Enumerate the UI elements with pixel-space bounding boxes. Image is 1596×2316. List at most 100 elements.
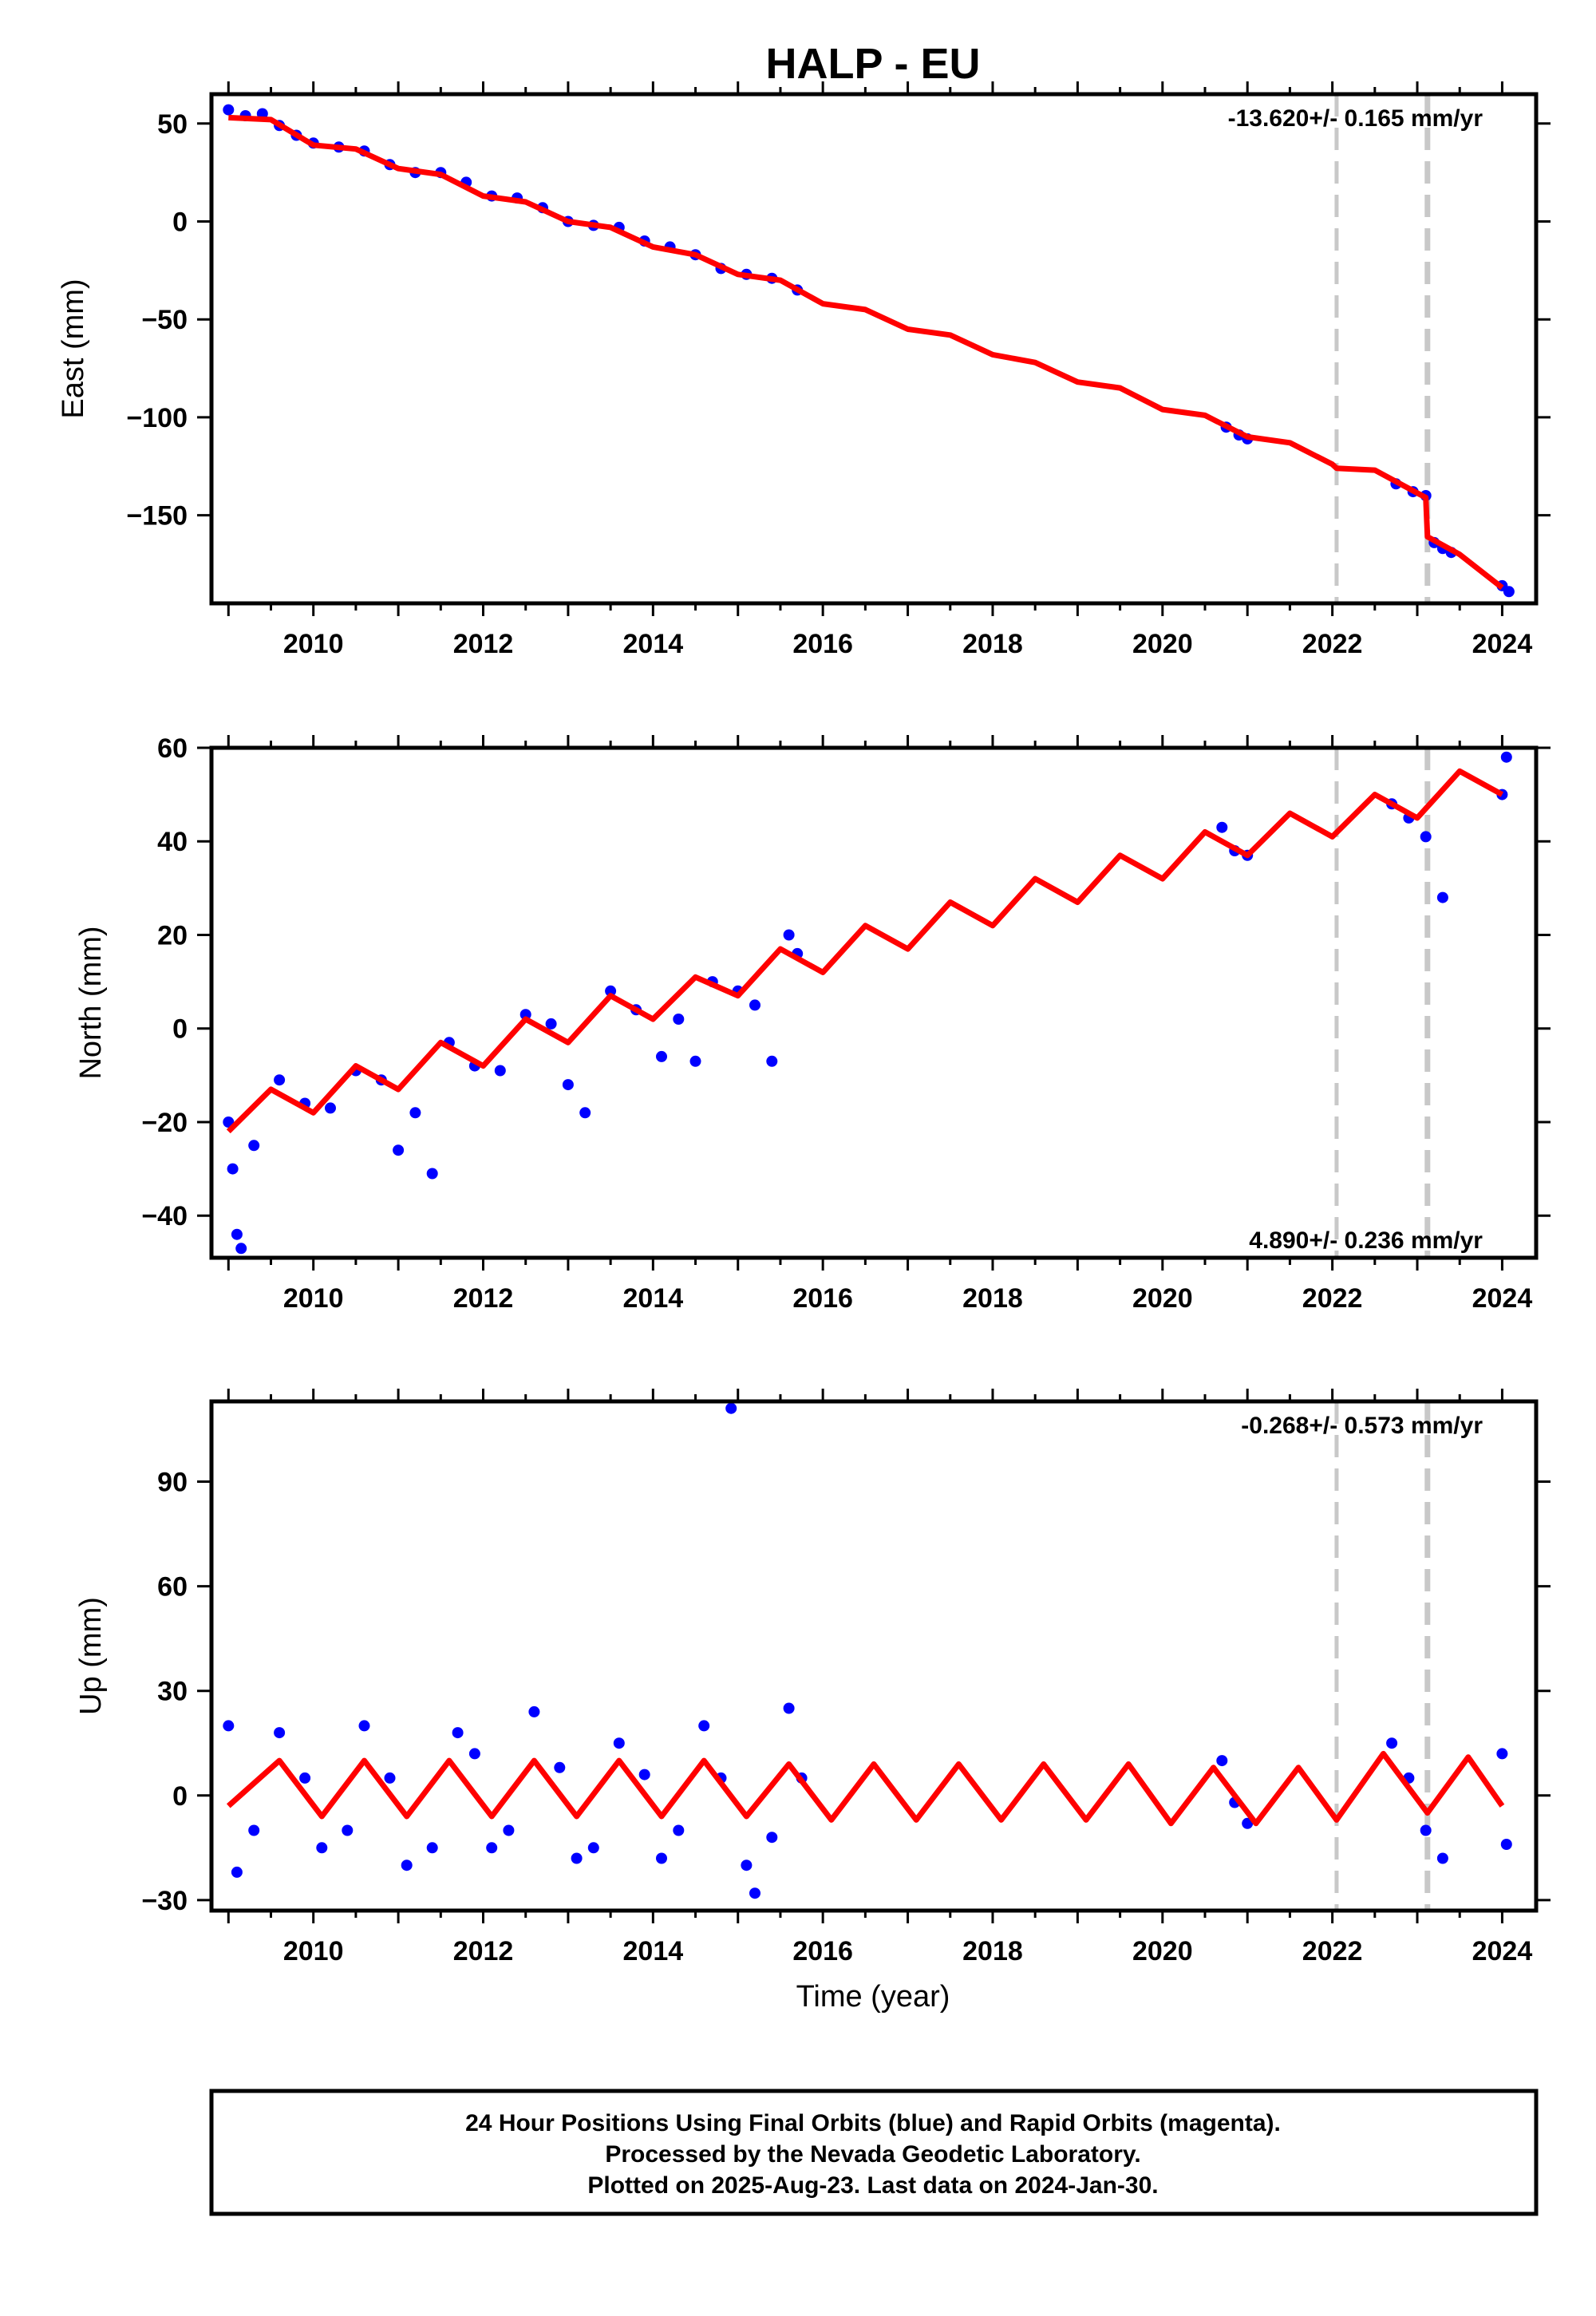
x-tick-label: 2014: [623, 629, 684, 659]
x-tick-label: 2024: [1472, 1283, 1533, 1314]
up-observation-point: [316, 1842, 328, 1854]
north-rate-annotation: 4.890+/- 0.236 mm/yr: [1249, 1227, 1483, 1254]
north-y-axis-label: North (mm): [74, 926, 108, 1079]
up-observation-point: [426, 1842, 438, 1854]
north-observation-point: [562, 1079, 574, 1091]
y-tick-label: −50: [141, 305, 188, 335]
up-observation-point: [223, 1720, 235, 1732]
east-series: [223, 104, 1515, 598]
north-observation-point: [235, 1243, 247, 1255]
y-tick-label: −40: [141, 1201, 188, 1231]
x-tick-label: 2014: [623, 1936, 684, 1966]
up-y-axis-label: Up (mm): [74, 1597, 108, 1715]
north-observation-point: [274, 1074, 286, 1086]
x-tick-label: 2016: [792, 629, 853, 659]
y-tick-label: 30: [157, 1677, 188, 1707]
plot-frame: [209, 92, 1539, 606]
up-observation-point: [741, 1860, 753, 1871]
up-model-line: [226, 1750, 1505, 1827]
y-tick-label: 60: [157, 1572, 188, 1603]
x-tick-label: 2022: [1302, 1283, 1363, 1314]
up-observation-point: [554, 1761, 566, 1773]
up-observation-point: [613, 1737, 625, 1749]
x-axis-label: Time (year): [796, 1980, 950, 2014]
y-tick-label: −150: [126, 501, 188, 532]
y-tick-label: 50: [157, 109, 188, 140]
x-tick-label: 2016: [792, 1936, 853, 1966]
up-observation-point: [656, 1852, 667, 1864]
footer-line-1: 24 Hour Positions Using Final Orbits (bl…: [465, 2110, 1281, 2136]
plot-frame: [209, 745, 1539, 1260]
north-observation-point: [1216, 821, 1228, 833]
x-tick-label: 2016: [792, 1283, 853, 1314]
up-observation-point: [698, 1720, 710, 1732]
x-tick-label: 2012: [453, 629, 514, 659]
north-observation-point: [579, 1107, 591, 1119]
north-observation-point: [673, 1014, 685, 1025]
plot-frame: [209, 1399, 1539, 1913]
up-observation-point: [452, 1727, 464, 1739]
up-observation-point: [1496, 1748, 1508, 1760]
x-tick-label: 2020: [1132, 629, 1193, 659]
up-observation-point: [528, 1705, 540, 1717]
y-tick-label: 0: [172, 207, 188, 238]
up-observation-point: [783, 1702, 795, 1714]
east-model-line: [228, 114, 1504, 591]
footer-line-2: Processed by the Nevada Geodetic Laborat…: [605, 2141, 1140, 2168]
x-tick-label: 2012: [453, 1936, 514, 1966]
north-observation-point: [519, 1009, 531, 1021]
up-observation-point: [248, 1824, 260, 1836]
up-observation-point: [358, 1720, 370, 1732]
up-observation-point: [1242, 1817, 1254, 1829]
chart-title: HALP - EU: [765, 40, 980, 88]
x-tick-label: 2010: [283, 629, 344, 659]
up-observation-point: [749, 1887, 760, 1899]
y-tick-label: −100: [126, 403, 188, 433]
up-observation-point: [274, 1727, 286, 1739]
east-observation-point: [223, 104, 235, 116]
up-series: [223, 1402, 1512, 1899]
y-tick-label: 0: [172, 1014, 188, 1045]
up-observation-point: [468, 1748, 480, 1760]
north-model-line: [226, 768, 1504, 1134]
up-observation-point: [1436, 1852, 1448, 1864]
x-tick-label: 2022: [1302, 629, 1363, 659]
x-tick-label: 2012: [453, 1283, 514, 1314]
up-observation-point: [1420, 1824, 1432, 1836]
up-observation-point: [1386, 1737, 1398, 1749]
y-tick-label: 0: [172, 1781, 188, 1812]
footer-line-3: Plotted on 2025-Aug-23. Last data on 202…: [587, 2172, 1158, 2199]
panels: 50 0 −50 −100 −150 2010 2012 2014 2016 2018 2020 20…: [57, 81, 1551, 1966]
north-observation-point: [325, 1102, 336, 1114]
up-rate-annotation: -0.268+/- 0.573 mm/yr: [1241, 1413, 1483, 1439]
up-observation-point: [342, 1824, 354, 1836]
north-series: [223, 751, 1512, 1255]
x-tick-label: 2010: [283, 1936, 344, 1966]
x-tick-label: 2014: [623, 1283, 684, 1314]
east-y-axis-label: East (mm): [57, 279, 90, 418]
x-tick-label: 2018: [962, 629, 1023, 659]
x-tick-label: 2018: [962, 1936, 1023, 1966]
north-observation-point: [231, 1228, 243, 1240]
north-observation-point: [1436, 891, 1448, 903]
up-observation-point: [725, 1402, 737, 1414]
x-tick-label: 2024: [1472, 629, 1533, 659]
north-observation-point: [545, 1018, 557, 1030]
north-observation-point: [227, 1163, 239, 1175]
east-observation-point: [1503, 586, 1515, 598]
north-observation-point: [393, 1144, 405, 1156]
north-observation-point: [1500, 751, 1512, 763]
east-rate-annotation: -13.620+/- 0.165 mm/yr: [1228, 105, 1483, 132]
x-tick-label: 2020: [1132, 1936, 1193, 1966]
north-observation-point: [248, 1140, 260, 1152]
north-observation-point: [1420, 831, 1432, 843]
north-observation-point: [689, 1055, 701, 1067]
x-tick-label: 2020: [1132, 1283, 1193, 1314]
north-observation-point: [749, 999, 760, 1011]
up-observation-point: [384, 1772, 396, 1784]
north-observation-point: [605, 985, 617, 997]
north-observation-point: [783, 929, 795, 941]
north-observation-point: [494, 1065, 506, 1077]
y-tick-label: 60: [157, 733, 188, 764]
